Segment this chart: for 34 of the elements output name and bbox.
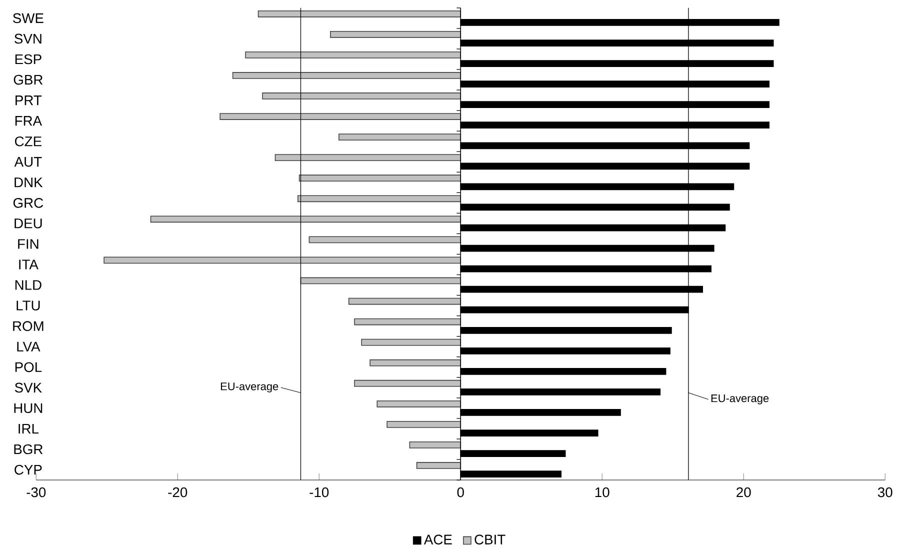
x-tick-label: 0 <box>457 487 464 497</box>
x-tick-label: 30 <box>878 487 892 497</box>
y-tick-label: SWE <box>12 13 44 23</box>
ref-line-label: EU-average <box>711 394 769 404</box>
y-tick-label: ROM <box>13 320 44 331</box>
y-tick-label: LVA <box>17 342 40 352</box>
y-tick-label: GRC <box>13 198 44 208</box>
y-tick-label: IRL <box>18 424 39 434</box>
x-tick-label: -20 <box>168 487 188 497</box>
y-tick-label: DEU <box>14 218 42 228</box>
y-tick-label: NLD <box>15 280 42 290</box>
y-tick-label: POL <box>15 362 42 372</box>
y-tick-label: FRA <box>15 116 42 126</box>
y-tick-label: SVN <box>14 34 42 44</box>
y-tick-label: LTU <box>16 300 40 310</box>
y-tick-label: ITA <box>19 260 38 270</box>
x-tick-label: -30 <box>26 487 46 497</box>
y-tick-label: BGR <box>14 444 43 454</box>
y-tick-label: DNK <box>14 177 43 187</box>
x-tick-label: -10 <box>310 487 329 497</box>
legend-label: ACE <box>424 534 452 544</box>
y-tick-label: SVK <box>14 382 42 392</box>
y-tick-label: GBR <box>14 74 43 84</box>
y-tick-label: PRT <box>16 95 42 105</box>
y-tick-label: HUN <box>14 403 42 413</box>
x-tick-label: 20 <box>736 487 751 497</box>
y-tick-label: AUT <box>14 156 42 167</box>
y-tick-label: CYP <box>14 464 42 474</box>
legend-label: CBIT <box>474 534 506 544</box>
x-tick-label: 10 <box>595 487 610 497</box>
y-tick-label: CZE <box>15 136 42 146</box>
ref-line-label: EU-average <box>220 382 278 392</box>
y-tick-label: ESP <box>15 54 42 64</box>
y-tick-label: FIN <box>18 239 38 249</box>
